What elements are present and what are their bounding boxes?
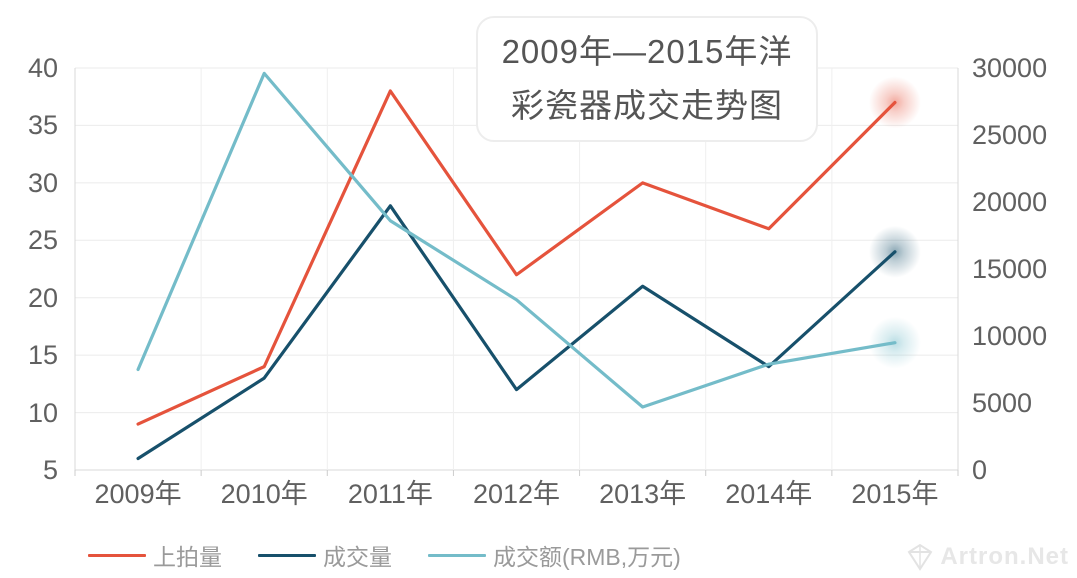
legend: 上拍量 成交量 成交额(RMB,万元) (88, 538, 681, 572)
x-axis-tick-label: 2009年 (94, 479, 182, 509)
legend-item-chengjiaoliang[interactable]: 成交量 (258, 538, 392, 572)
legend-swatch-dark-line (258, 553, 316, 557)
artron-logo-icon (907, 543, 933, 571)
x-axis-tick-label: 2010年 (220, 479, 308, 509)
chart-title-box: 2009年—2015年洋 彩瓷器成交走势图 (476, 16, 818, 142)
y-axis-right-tick-label: 10000 (972, 321, 1048, 351)
legend-label: 成交额(RMB,万元) (493, 544, 681, 570)
legend-swatch-red-line (88, 553, 146, 557)
y-axis-left-tick-label: 35 (27, 110, 58, 141)
chart-title: 2009年—2015年洋 彩瓷器成交走势图 (502, 25, 793, 133)
y-axis-left-tick-label: 25 (27, 225, 58, 256)
y-axis-right-tick-label: 0 (972, 455, 988, 485)
chart-title-line1: 2009年—2015年洋 (501, 33, 793, 70)
x-axis-tick-label: 2011年 (347, 479, 433, 509)
chart-title-line2: 彩瓷器成交走势图 (510, 87, 783, 124)
series-line-0 (136, 89, 897, 426)
y-axis-left-tick-label: 5 (42, 455, 58, 485)
legend-label: 上拍量 (153, 544, 222, 570)
y-axis-right-tick-label: 30000 (972, 53, 1048, 83)
y-axis-right-tick-label: 20000 (972, 187, 1048, 217)
legend-item-chengjiaoe[interactable]: 成交额(RMB,万元) (428, 538, 681, 572)
series-line-1 (136, 204, 897, 461)
y-axis-right-tick-label: 15000 (972, 254, 1048, 284)
legend-label: 成交量 (323, 544, 392, 570)
y-axis-left-tick-label: 30 (27, 167, 58, 198)
series-line-2 (136, 71, 897, 409)
x-axis-tick-label: 2015年 (851, 479, 939, 509)
y-axis-right-tick-label: 25000 (972, 120, 1048, 150)
x-axis-tick-label: 2013年 (599, 479, 687, 509)
legend-swatch-light-line (428, 553, 486, 557)
x-axis-tick-label: 2012年 (472, 479, 561, 509)
legend-item-shangpailiang[interactable]: 上拍量 (88, 538, 222, 572)
y-axis-left-tick-label: 40 (27, 53, 58, 83)
watermark-text: Artron.Net (940, 543, 1069, 570)
y-axis-left-tick-label: 20 (27, 282, 58, 313)
watermark-artron: Artron.Net (905, 542, 1069, 572)
y-axis-left-tick-label: 10 (27, 397, 58, 428)
x-axis-tick-label: 2014年 (725, 479, 813, 509)
y-axis-left-tick-label: 15 (27, 340, 58, 371)
y-axis-right-tick-label: 5000 (972, 388, 1033, 418)
